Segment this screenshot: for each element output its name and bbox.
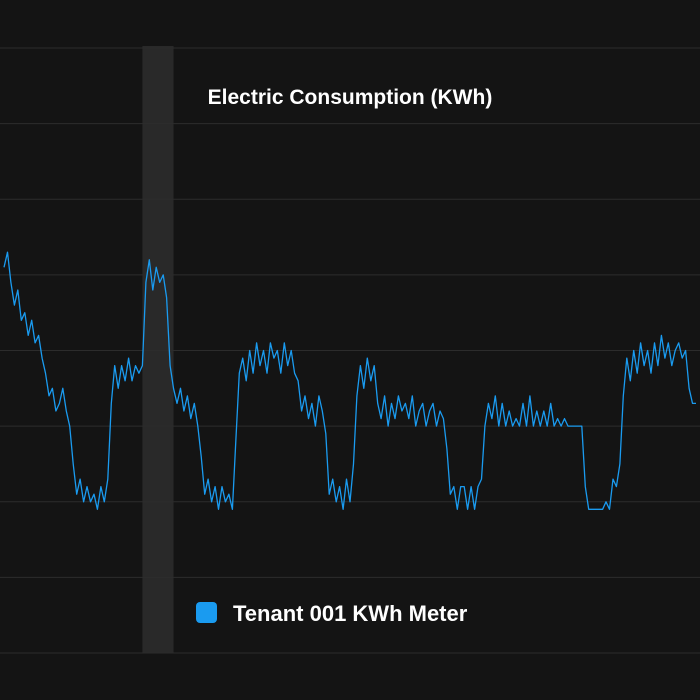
legend-swatch[interactable]	[196, 602, 217, 623]
series-line-0	[3, 251, 696, 510]
legend-label[interactable]: Tenant 001 KWh Meter	[233, 601, 468, 626]
series-layer	[3, 251, 696, 510]
grid-lines	[0, 47, 700, 654]
highlight-band	[142, 46, 174, 653]
legend[interactable]: Tenant 001 KWh Meter	[196, 601, 468, 626]
chart-title: Electric Consumption (KWh)	[208, 86, 493, 109]
